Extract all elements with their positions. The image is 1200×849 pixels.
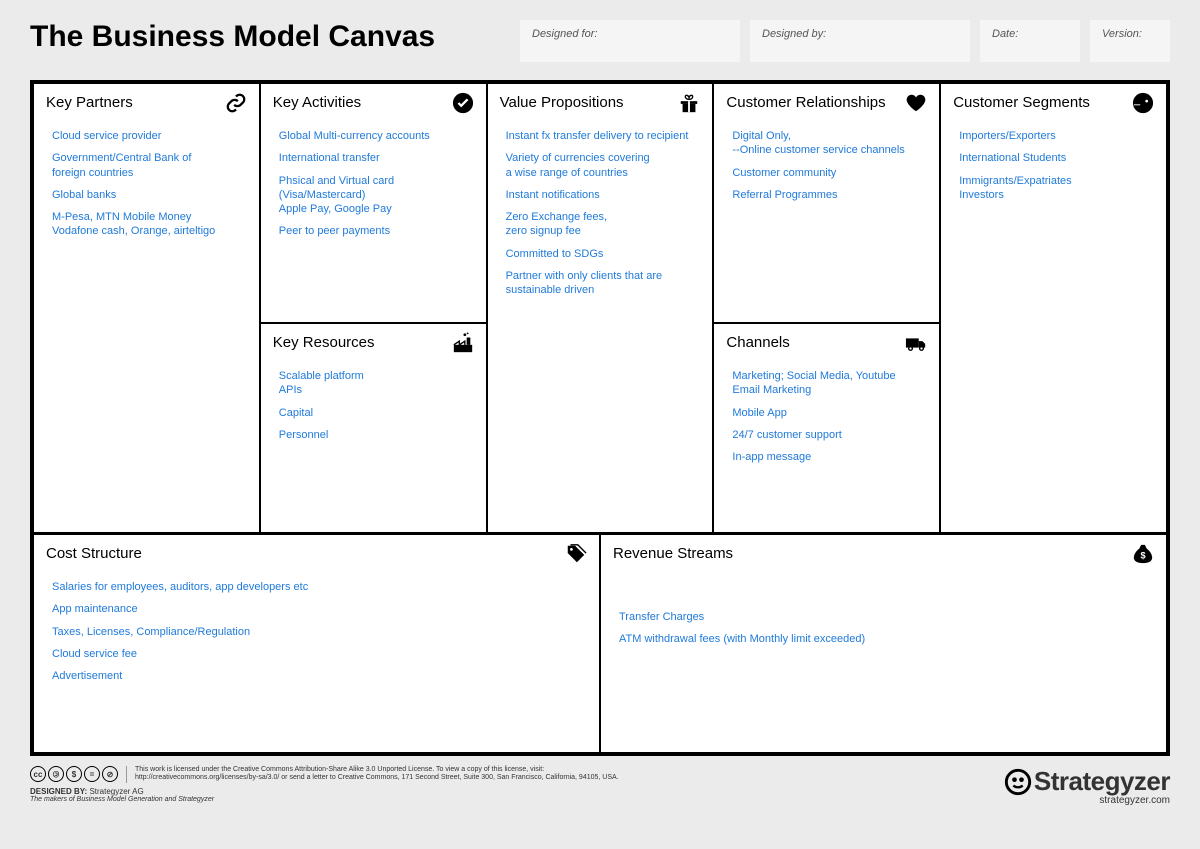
cell-title: Revenue Streams [613, 545, 1154, 562]
designer-line: DESIGNED BY: Strategyzer AG [30, 787, 646, 796]
brand-name: Strategyzer [1034, 766, 1170, 797]
factory-icon [452, 332, 474, 354]
designed-by-label: DESIGNED BY: [30, 787, 87, 796]
items: Salaries for employees, auditors, app de… [46, 580, 587, 683]
cell-key-partners: Key Partners Cloud service provider Gover… [33, 83, 260, 533]
list-item: International transfer [279, 151, 474, 165]
cell-cost-structure: Cost Structure Salaries for employees, a… [33, 533, 600, 753]
heart-icon [905, 92, 927, 114]
list-item: In-app message [732, 450, 927, 464]
list-item: 24/7 customer support [732, 428, 927, 442]
truck-icon [905, 332, 927, 354]
list-item: Transfer Charges [619, 610, 1154, 624]
items: Scalable platform APIs Capital Personnel [273, 369, 474, 442]
gift-icon [678, 92, 700, 114]
list-item: Partner with only clients that are susta… [506, 269, 701, 298]
cell-title: Value Propositions [500, 94, 701, 111]
license-text: This work is licensed under the Creative… [126, 766, 646, 783]
list-item: Taxes, Licenses, Compliance/Regulation [52, 625, 587, 639]
list-item: Zero Exchange fees, zero signup fee [506, 210, 701, 239]
cell-title: Key Activities [273, 94, 474, 111]
cell-title: Key Resources [273, 334, 474, 351]
meta-version: Version: [1090, 20, 1170, 62]
list-item: Mobile App [732, 406, 927, 420]
cc-by-icon: 🄯 [48, 766, 64, 782]
list-item: Personnel [279, 428, 474, 442]
list-item: Instant notifications [506, 188, 701, 202]
list-item: Marketing; Social Media, Youtube Email M… [732, 369, 927, 398]
list-item: Immigrants/Expatriates Investors [959, 174, 1154, 203]
cell-key-activities: Key Activities Global Multi-currency acc… [260, 83, 487, 323]
cell-key-resources: Key Resources Scalable platform APIs Capi… [260, 323, 487, 533]
cc-sa-icon: $ [66, 766, 82, 782]
list-item: Peer to peer payments [279, 224, 474, 238]
items: Instant fx transfer delivery to recipien… [500, 129, 701, 298]
designed-by-value: Strategyzer AG [89, 787, 143, 796]
list-item: Scalable platform APIs [279, 369, 474, 398]
list-item: Capital [279, 406, 474, 420]
items: Marketing; Social Media, Youtube Email M… [726, 369, 927, 464]
list-item: Government/Central Bank of foreign count… [52, 151, 247, 180]
cell-value-propositions: Value Propositions Instant fx transfer d… [487, 83, 714, 533]
brand: Strategyzer strategyzer.com [1004, 766, 1170, 806]
items: Digital Only, --Online customer service … [726, 129, 927, 202]
list-item: International Students [959, 151, 1154, 165]
meta-designed-for: Designed for: [520, 20, 740, 62]
list-item: Instant fx transfer delivery to recipien… [506, 129, 701, 143]
canvas: Key Partners Cloud service provider Gover… [30, 80, 1170, 756]
cc-nc-icon: ⊘ [102, 766, 118, 782]
cell-title: Channels [726, 334, 927, 351]
cc-nd-icon: = [84, 766, 100, 782]
list-item: Salaries for employees, auditors, app de… [52, 580, 587, 594]
page-title: The Business Model Canvas [30, 20, 510, 54]
cell-customer-relationships: Customer Relationships Digital Only, --O… [713, 83, 940, 323]
list-item: Customer community [732, 166, 927, 180]
cell-title: Customer Relationships [726, 94, 927, 111]
list-item: Importers/Exporters [959, 129, 1154, 143]
list-item: Global Multi-currency accounts [279, 129, 474, 143]
items: Global Multi-currency accounts Internatio… [273, 129, 474, 239]
cell-title: Key Partners [46, 94, 247, 111]
items: Cloud service provider Government/Central… [46, 129, 247, 239]
footer: cc 🄯 $ = ⊘ This work is licensed under t… [30, 766, 1170, 806]
cc-icon: cc [30, 766, 46, 782]
cell-title: Cost Structure [46, 545, 587, 562]
list-item: App maintenance [52, 602, 587, 616]
cell-customer-segments: Customer Segments Importers/Exporters Int… [940, 83, 1167, 533]
items: Transfer Charges ATM withdrawal fees (wit… [613, 580, 1154, 647]
list-item: Variety of currencies covering a wise ra… [506, 151, 701, 180]
cell-revenue-streams: Revenue Streams $ Transfer Charges ATM wi… [600, 533, 1167, 753]
money-bag-icon: $ [1132, 543, 1154, 565]
check-circle-icon [452, 92, 474, 114]
list-item: Cloud service provider [52, 129, 247, 143]
link-icon [225, 92, 247, 114]
brand-logo-icon [1004, 768, 1032, 796]
list-item: Cloud service fee [52, 647, 587, 661]
list-item: Referral Programmes [732, 188, 927, 202]
meta-designed-by: Designed by: [750, 20, 970, 62]
list-item: ATM withdrawal fees (with Monthly limit … [619, 632, 1154, 646]
cell-channels: Channels Marketing; Social Media, Youtub… [713, 323, 940, 533]
list-item: Advertisement [52, 669, 587, 683]
list-item: Phsical and Virtual card (Visa/Mastercar… [279, 174, 474, 217]
cell-title: Customer Segments [953, 94, 1154, 111]
list-item: Global banks [52, 188, 247, 202]
cc-icons: cc 🄯 $ = ⊘ [30, 766, 118, 782]
list-item: Committed to SDGs [506, 247, 701, 261]
svg-text:$: $ [1140, 551, 1145, 561]
meta-date: Date: [980, 20, 1080, 62]
person-icon [1132, 92, 1154, 114]
items: Importers/Exporters International Student… [953, 129, 1154, 202]
list-item: Digital Only, --Online customer service … [732, 129, 927, 158]
designer-sub: The makers of Business Model Generation … [30, 796, 646, 803]
tag-icon [565, 543, 587, 565]
list-item: M-Pesa, MTN Mobile Money Vodafone cash, … [52, 210, 247, 239]
header: The Business Model Canvas Designed for: … [30, 20, 1170, 62]
